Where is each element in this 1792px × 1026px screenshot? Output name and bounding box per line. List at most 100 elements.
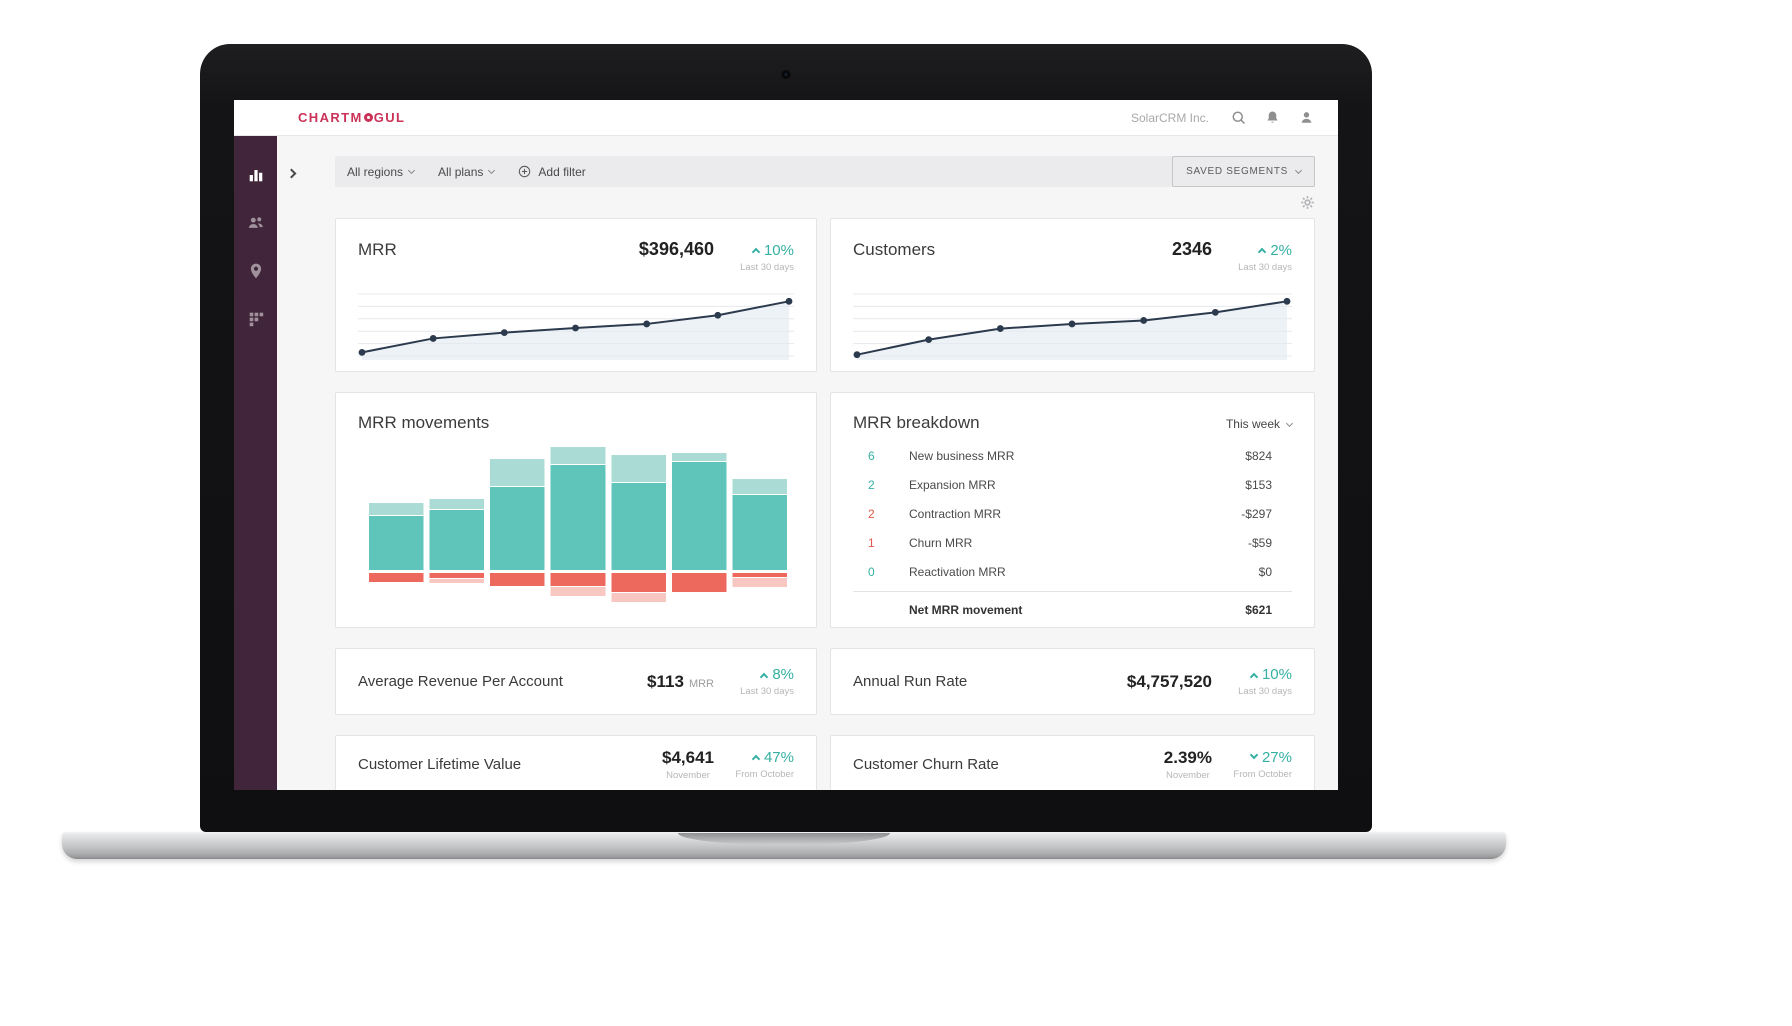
- churn-value: 2.39%: [1163, 747, 1212, 767]
- plus-circle-icon: [519, 165, 531, 178]
- mrr-card: MRR $396,460 10% Last 30 days: [335, 218, 817, 372]
- movement-value: $824: [1245, 448, 1272, 463]
- main-layout: All regions All plans Add filter: [234, 136, 1338, 790]
- movement-count: 2: [868, 477, 875, 492]
- laptop-frame: CHARTM O GUL SolarCRM Inc.: [200, 44, 1372, 832]
- change-indicator: 27% From October: [1230, 749, 1292, 780]
- bar-chart-icon: [249, 170, 262, 182]
- card-title: MRR movements: [358, 413, 490, 432]
- segments-icon: [249, 312, 263, 327]
- logo-text-post: GUL: [373, 110, 406, 125]
- card-title: Customer Lifetime Value: [358, 755, 522, 773]
- arrow-up-icon: [1249, 672, 1259, 681]
- chartmogul-logo[interactable]: CHARTM O GUL: [298, 110, 405, 125]
- table-row: 1 Churn MRR -$59: [853, 528, 1292, 557]
- movement-value: -$59: [1247, 535, 1272, 550]
- change-value: 8%: [772, 666, 794, 683]
- filter-label: All plans: [438, 164, 484, 179]
- sidebar-item-geo[interactable]: [247, 262, 265, 280]
- movement-count: 1: [868, 535, 875, 550]
- mrr-breakdown-card: MRR breakdown This week 6 New business M…: [830, 392, 1315, 628]
- laptop-hinge-notch: [678, 833, 890, 845]
- notifications-icon[interactable]: [1265, 110, 1280, 125]
- add-filter-button[interactable]: Add filter: [518, 164, 586, 179]
- change-indicator: 10% Last 30 days: [732, 242, 794, 273]
- laptop-base: [62, 832, 1506, 859]
- laptop-screen: CHARTM O GUL SolarCRM Inc.: [234, 100, 1338, 790]
- change-period: Last 30 days: [1238, 686, 1292, 697]
- header-actions: SolarCRM Inc.: [1131, 110, 1314, 125]
- change-indicator: 8% Last 30 days: [732, 666, 794, 697]
- cards-grid: MRR $396,460 10% Last 30 days: [335, 218, 1315, 790]
- arpa-value: $113: [647, 671, 684, 691]
- net-mrr-label: Net MRR movement: [909, 602, 1023, 617]
- movement-value: $153: [1245, 477, 1272, 492]
- logo-text-pre: CHARTM: [298, 110, 363, 125]
- movement-label: Expansion MRR: [909, 477, 996, 492]
- card-title: Customers: [853, 240, 936, 259]
- card-title: Average Revenue Per Account: [358, 673, 563, 690]
- movement-value: -$297: [1241, 506, 1272, 521]
- churn-value-block: 2.39% November: [1164, 748, 1212, 781]
- change-value: 47%: [763, 748, 794, 766]
- arrow-up-icon: [1258, 247, 1267, 257]
- mrr-movements-chart: [366, 445, 790, 603]
- clv-value-block: $4,641 November: [662, 748, 714, 781]
- range-label: This week: [1225, 417, 1280, 431]
- change-indicator: 2% Last 30 days: [1230, 242, 1292, 273]
- chevron-right-icon: [286, 168, 297, 179]
- movement-value: $0: [1258, 564, 1272, 579]
- chevron-down-icon: [1294, 166, 1303, 175]
- filter-all-regions[interactable]: All regions: [347, 165, 416, 179]
- net-mrr-row: Net MRR movement $621: [853, 592, 1292, 627]
- movement-count: 0: [868, 564, 875, 579]
- range-select[interactable]: This week: [1225, 417, 1294, 431]
- arrow-up-icon: [760, 672, 769, 681]
- table-row: 2 Expansion MRR $153: [853, 470, 1292, 499]
- user-icon[interactable]: [1299, 110, 1314, 125]
- run-rate-value: $4,757,520: [1126, 671, 1212, 691]
- sidebar: [234, 136, 277, 790]
- geo-map-icon: [250, 263, 261, 279]
- change-value: 2%: [1270, 241, 1292, 259]
- saved-segments-button[interactable]: SAVED SEGMENTS: [1172, 156, 1315, 187]
- app-header: CHARTM O GUL SolarCRM Inc.: [234, 100, 1338, 136]
- add-filter-label: Add filter: [538, 164, 586, 179]
- movement-label: Contraction MRR: [909, 506, 1002, 521]
- sidebar-item-customers[interactable]: [247, 214, 265, 232]
- customers-card: Customers 2346 2% Last 30 days: [830, 218, 1315, 372]
- change-value: 10%: [1261, 666, 1292, 683]
- sidebar-expand-button[interactable]: [286, 168, 301, 182]
- change-indicator: 47% From October: [732, 749, 794, 780]
- chevron-down-icon: [488, 166, 496, 175]
- card-title: MRR: [358, 240, 397, 259]
- card-title: Customer Churn Rate: [853, 755, 999, 773]
- change-value: 10%: [763, 241, 794, 259]
- arrow-up-icon: [751, 754, 761, 764]
- card-title: Annual Run Rate: [853, 673, 968, 690]
- clv-card: Customer Lifetime Value $4,641 November …: [335, 735, 817, 790]
- filter-bar: All regions All plans Add filter: [335, 156, 1315, 187]
- change-period: Last 30 days: [740, 261, 794, 273]
- filter-all-plans[interactable]: All plans: [438, 164, 496, 179]
- mrr-trend-chart: [358, 291, 794, 361]
- customers-trend-chart: [853, 291, 1292, 361]
- change-indicator: 10% Last 30 days: [1230, 666, 1292, 697]
- search-icon[interactable]: [1231, 110, 1246, 125]
- dashboard-settings-button[interactable]: [1300, 195, 1315, 210]
- arpa-unit: MRR: [688, 677, 714, 690]
- table-row: 2 Contraction MRR -$297: [853, 499, 1292, 528]
- dashboard-content: All regions All plans Add filter: [277, 136, 1338, 790]
- change-period: From October: [1233, 768, 1292, 780]
- arpa-value-group: $113 MRR: [647, 672, 714, 692]
- arpa-card: Average Revenue Per Account $113 MRR 8%: [335, 648, 817, 715]
- churn-rate-card: Customer Churn Rate 2.39% November 27%: [830, 735, 1315, 790]
- account-name: SolarCRM Inc.: [1130, 110, 1209, 125]
- arrow-down-icon: [1249, 750, 1259, 760]
- movement-count: 2: [868, 506, 875, 521]
- sidebar-item-dashboard[interactable]: [247, 166, 265, 184]
- movement-count: 6: [868, 448, 875, 463]
- card-title: MRR breakdown: [853, 413, 980, 432]
- sidebar-item-segments[interactable]: [247, 310, 265, 328]
- chevron-down-icon: [407, 166, 416, 175]
